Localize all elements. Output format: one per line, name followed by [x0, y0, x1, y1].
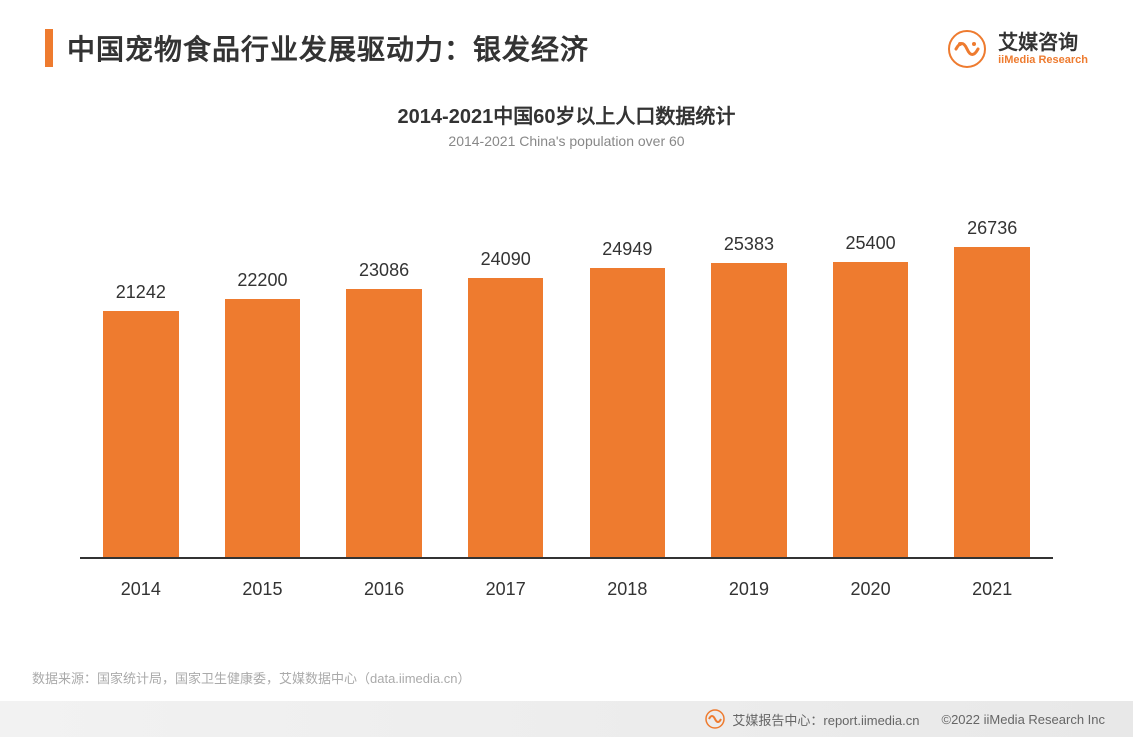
- footer-logo: 艾媒报告中心：report.iimedia.cn: [704, 708, 919, 730]
- bar-slot: 22200: [202, 209, 324, 557]
- brand-logo: 艾媒咨询 iiMedia Research: [946, 28, 1088, 70]
- chart-section: 2014-2021中国60岁以上人口数据统计 2014-2021 China's…: [0, 70, 1133, 599]
- x-axis-label: 2018: [567, 569, 689, 599]
- bar-slot: 26736: [931, 209, 1053, 557]
- x-axis-label: 2020: [810, 569, 932, 599]
- brand-name-cn: 艾媒咨询: [998, 32, 1088, 54]
- bar-value-label: 24949: [602, 239, 652, 260]
- bar-rect: [346, 289, 421, 557]
- bar-slot: 21242: [80, 209, 202, 557]
- footer-copyright: ©2022 iiMedia Research Inc: [942, 712, 1106, 727]
- title-accent-bar: [45, 29, 53, 67]
- data-source: 数据来源：国家统计局，国家卫生健康委，艾媒数据中心（data.iimedia.c…: [0, 668, 1133, 701]
- bar-rect: [833, 262, 908, 557]
- bar-rect: [103, 311, 178, 557]
- x-axis-label: 2019: [688, 569, 810, 599]
- footer-bar: 艾媒报告中心：report.iimedia.cn ©2022 iiMedia R…: [0, 701, 1133, 737]
- bar-value-label: 21242: [116, 282, 166, 303]
- chart-title-cn: 2014-2021中国60岁以上人口数据统计: [60, 100, 1073, 129]
- title-wrap: 中国宠物食品行业发展驱动力：银发经济: [45, 28, 589, 68]
- x-axis-label: 2016: [323, 569, 445, 599]
- chart-plot-area: 21242 22200 23086 24090 24949 25383 25400 26736: [80, 209, 1053, 559]
- bar-rect: [711, 263, 786, 557]
- bar-value-label: 24090: [481, 249, 531, 270]
- brand-logo-text: 艾媒咨询 iiMedia Research: [998, 32, 1088, 66]
- bar-slot: 25400: [810, 209, 932, 557]
- x-axis-label: 2021: [931, 569, 1053, 599]
- x-axis-label: 2015: [202, 569, 324, 599]
- bar-value-label: 25400: [846, 233, 896, 254]
- bar-value-label: 23086: [359, 260, 409, 281]
- bar-slot: 24090: [445, 209, 567, 557]
- footer-report-center: 艾媒报告中心：report.iimedia.cn: [732, 710, 919, 729]
- footer-logo-icon: [704, 708, 726, 730]
- bar-slot: 24949: [567, 209, 689, 557]
- brand-name-en: iiMedia Research: [998, 54, 1088, 66]
- chart-x-axis: 20142015201620172018201920202021: [80, 569, 1053, 599]
- bar-rect: [468, 278, 543, 557]
- footer: 数据来源：国家统计局，国家卫生健康委，艾媒数据中心（data.iimedia.c…: [0, 668, 1133, 737]
- brand-logo-icon: [946, 28, 988, 70]
- bar-rect: [590, 268, 665, 557]
- x-axis-label: 2017: [445, 569, 567, 599]
- header: 中国宠物食品行业发展驱动力：银发经济 艾媒咨询 iiMedia Research: [0, 0, 1133, 70]
- page-title: 中国宠物食品行业发展驱动力：银发经济: [67, 28, 589, 68]
- bar-chart: 21242 22200 23086 24090 24949 25383 25400 26736…: [60, 209, 1073, 599]
- chart-title-en: 2014-2021 China's population over 60: [60, 133, 1073, 149]
- bar-rect: [954, 247, 1029, 557]
- bar-slot: 25383: [688, 209, 810, 557]
- x-axis-label: 2014: [80, 569, 202, 599]
- bar-value-label: 22200: [237, 270, 287, 291]
- bar-slot: 23086: [323, 209, 445, 557]
- bar-value-label: 25383: [724, 234, 774, 255]
- bar-rect: [225, 299, 300, 557]
- bar-value-label: 26736: [967, 218, 1017, 239]
